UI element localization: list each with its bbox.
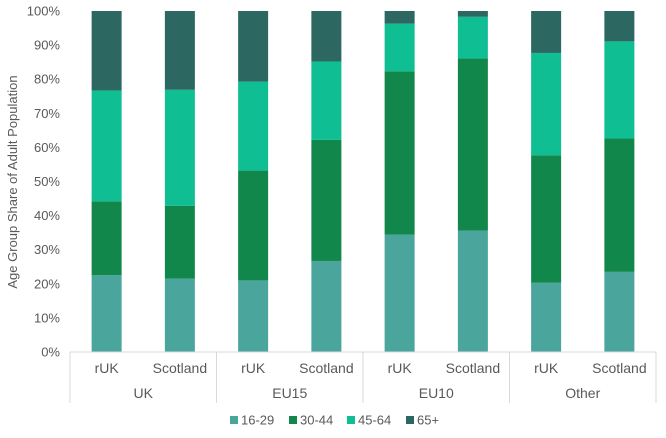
bar-segment — [457, 16, 488, 59]
x-category-label: Scotland — [446, 360, 500, 376]
x-category-label: rUK — [95, 360, 120, 376]
y-tick-label: 0% — [41, 345, 60, 360]
y-tick-label: 60% — [34, 140, 60, 155]
legend-label: 16-29 — [241, 413, 274, 428]
bar-segment — [164, 11, 195, 90]
y-tick-label: 80% — [34, 72, 60, 87]
legend-label: 45-64 — [358, 413, 391, 428]
bar-segment — [238, 170, 269, 281]
x-category-label: rUK — [388, 360, 413, 376]
legend-swatch — [347, 416, 355, 424]
bar-segment — [311, 139, 342, 261]
legend-swatch — [230, 416, 238, 424]
bar-segment — [531, 155, 562, 283]
bar-segment — [604, 138, 635, 272]
bar-segment — [604, 11, 635, 42]
bar-segment — [531, 282, 562, 352]
bar-segment — [311, 260, 342, 352]
legend-swatch — [406, 416, 414, 424]
x-category-label: rUK — [534, 360, 559, 376]
bar-segment — [457, 11, 488, 17]
y-tick-label: 10% — [34, 310, 60, 325]
bar-segment — [384, 23, 415, 72]
legend: 16-29 30-44 45-64 65+ — [230, 413, 439, 428]
x-axis: rUK Scotland rUK Scotland rUK Scotland rUK Scot… — [69, 351, 657, 403]
bar-segment — [91, 201, 122, 276]
x-category-label: rUK — [241, 360, 266, 376]
bars — [91, 11, 635, 352]
x-group-label: UK — [134, 385, 154, 401]
legend-swatch — [289, 416, 297, 424]
bar-segment — [384, 234, 415, 352]
bar-segment — [164, 278, 195, 352]
bar-segment — [164, 89, 195, 206]
bar-segment — [238, 11, 269, 82]
bar-segment — [457, 58, 488, 231]
bar-segment — [604, 271, 635, 352]
y-tick-label: 100% — [27, 4, 61, 19]
bar-segment — [91, 275, 122, 352]
bar-segment — [238, 280, 269, 352]
bar-segment — [164, 205, 195, 279]
bar-segment — [457, 230, 488, 352]
x-group-label: EU10 — [419, 385, 454, 401]
bar-segment — [91, 11, 122, 91]
bar-segment — [238, 81, 269, 171]
y-tick-label: 70% — [34, 106, 60, 121]
bar-segment — [384, 11, 415, 24]
bar-segment — [91, 90, 122, 202]
y-axis-label: Age Group Share of Adult Population — [5, 75, 20, 288]
bar-segment — [531, 52, 562, 156]
y-tick-label: 50% — [34, 174, 60, 189]
x-category-label: Scotland — [299, 360, 353, 376]
legend-label: 30-44 — [300, 413, 333, 428]
bar-segment — [311, 61, 342, 140]
x-category-label: Scotland — [592, 360, 646, 376]
bar-segment — [311, 11, 342, 62]
bar-segment — [604, 41, 635, 139]
y-axis: 0% 10% 20% 30% 40% 50% 60% 70% 80% 90% 100% — [27, 4, 61, 360]
y-tick-label: 30% — [34, 242, 60, 257]
legend-label: 65+ — [417, 413, 439, 428]
x-group-label: Other — [565, 385, 600, 401]
y-tick-label: 20% — [34, 276, 60, 291]
x-group-label: EU15 — [272, 385, 307, 401]
y-tick-label: 90% — [34, 38, 60, 53]
x-category-label: Scotland — [153, 360, 207, 376]
y-tick-label: 40% — [34, 208, 60, 223]
bar-segment — [384, 71, 415, 235]
bar-segment — [531, 11, 562, 53]
